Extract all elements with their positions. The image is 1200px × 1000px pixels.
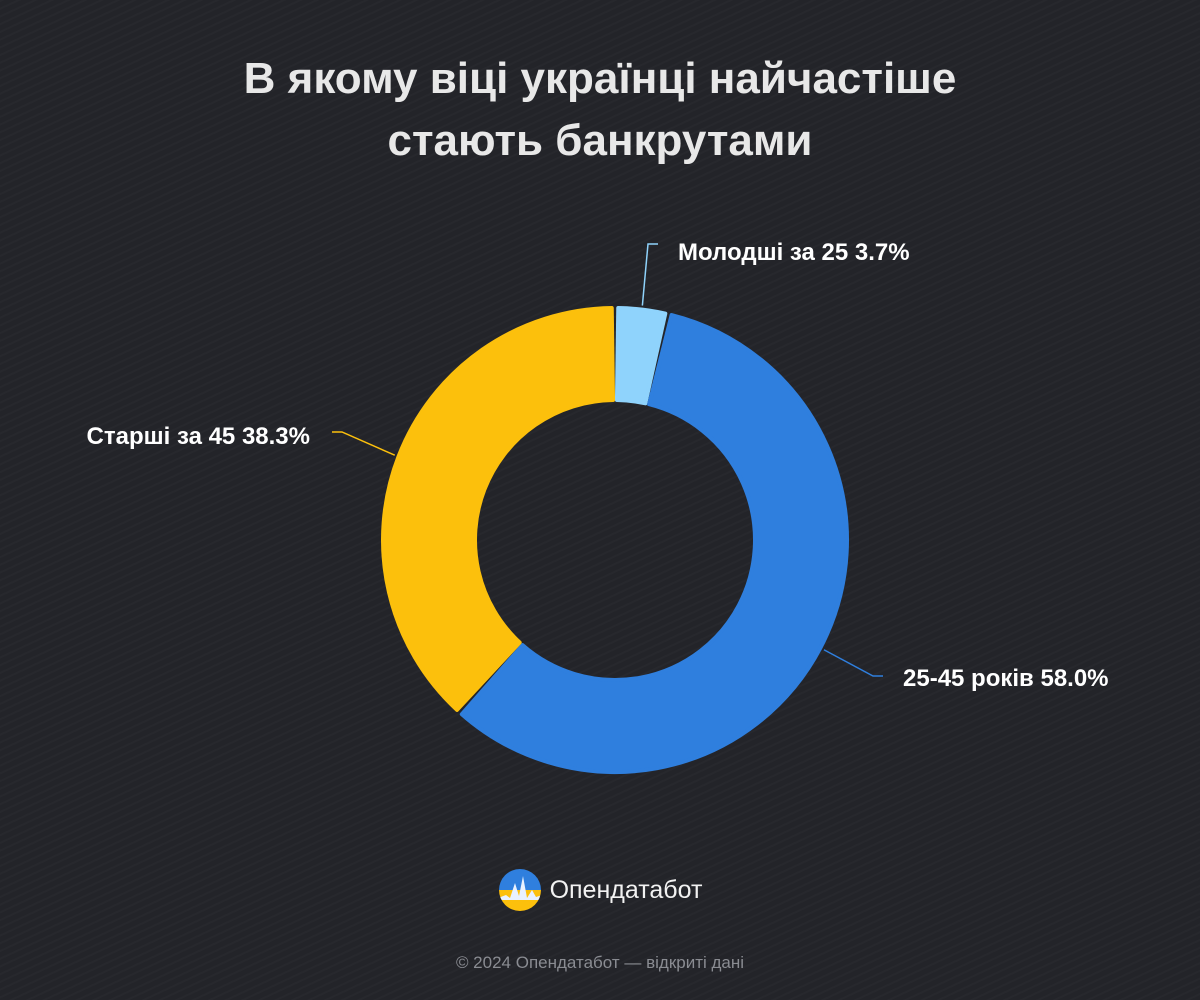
- slice-label-1: Молодші за 25 3.7%: [678, 239, 910, 266]
- leader-line-1: [641, 243, 658, 306]
- leader-line-2: [823, 649, 883, 677]
- donut-slice-2: [459, 313, 849, 774]
- leader-line-3: [332, 431, 396, 456]
- chart-title-line-1: В якому віці українці найчастіше: [243, 54, 957, 103]
- copyright-footer: © 2024 Опендатабот — відкриті дані: [455, 953, 745, 972]
- chart-title-line-2: стають банкрутами: [387, 116, 813, 165]
- slice-label-2: 25-45 років 58.0%: [903, 665, 1109, 692]
- label-leader-lines: [332, 243, 883, 677]
- opendatabot-logo-icon: [498, 869, 541, 911]
- brand-name: Опендатабот: [549, 875, 703, 904]
- chart-title: В якому віці українці найчастіше стають …: [0, 48, 1200, 172]
- slice-labels: Молодші за 25 3.7% 25-45 років 58.0% Старш…: [87, 239, 1109, 692]
- brand: Опендатабот: [0, 868, 1200, 912]
- donut-slices: [381, 306, 849, 774]
- donut-slice-3: [381, 306, 616, 712]
- slice-label-3: Старші за 45 38.3%: [87, 423, 310, 450]
- donut-slice-1: [614, 306, 668, 406]
